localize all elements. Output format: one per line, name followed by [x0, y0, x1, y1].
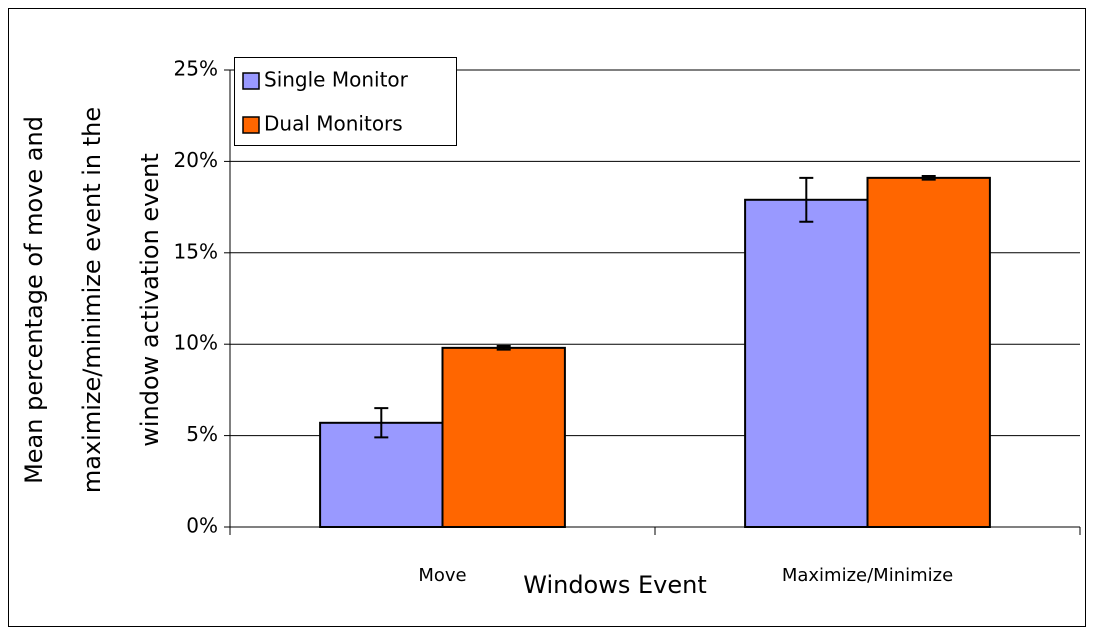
error-bar — [496, 345, 511, 351]
bar — [441, 346, 566, 528]
y-tick-label: 15% — [174, 239, 218, 263]
error-bar — [374, 407, 389, 439]
legend — [234, 57, 457, 146]
error-bar — [921, 175, 936, 181]
bar — [319, 421, 444, 528]
x-tick-label: Move — [418, 565, 466, 586]
y-axis-title: window activation event — [136, 153, 164, 447]
y-axis-title: Mean percentage of move and — [20, 116, 48, 484]
y-tick-label: 10% — [174, 331, 218, 355]
y-tick-label: 25% — [174, 57, 218, 81]
error-bar — [799, 176, 814, 223]
legend-label: Dual Monitors — [264, 112, 403, 136]
x-tick-label: Maximize/Minimize — [782, 565, 953, 586]
bar — [744, 198, 869, 528]
legend-label: Single Monitor — [264, 68, 409, 92]
legend-swatch — [242, 116, 260, 134]
legend-swatch — [242, 72, 260, 90]
bar — [866, 176, 991, 529]
y-axis-title: maximize/minimize event in the — [78, 107, 106, 493]
y-tick-label: 5% — [186, 422, 218, 446]
y-tick-label: 0% — [186, 514, 218, 538]
x-axis-title: Windows Event — [523, 571, 707, 599]
y-tick-label: 20% — [174, 148, 218, 172]
